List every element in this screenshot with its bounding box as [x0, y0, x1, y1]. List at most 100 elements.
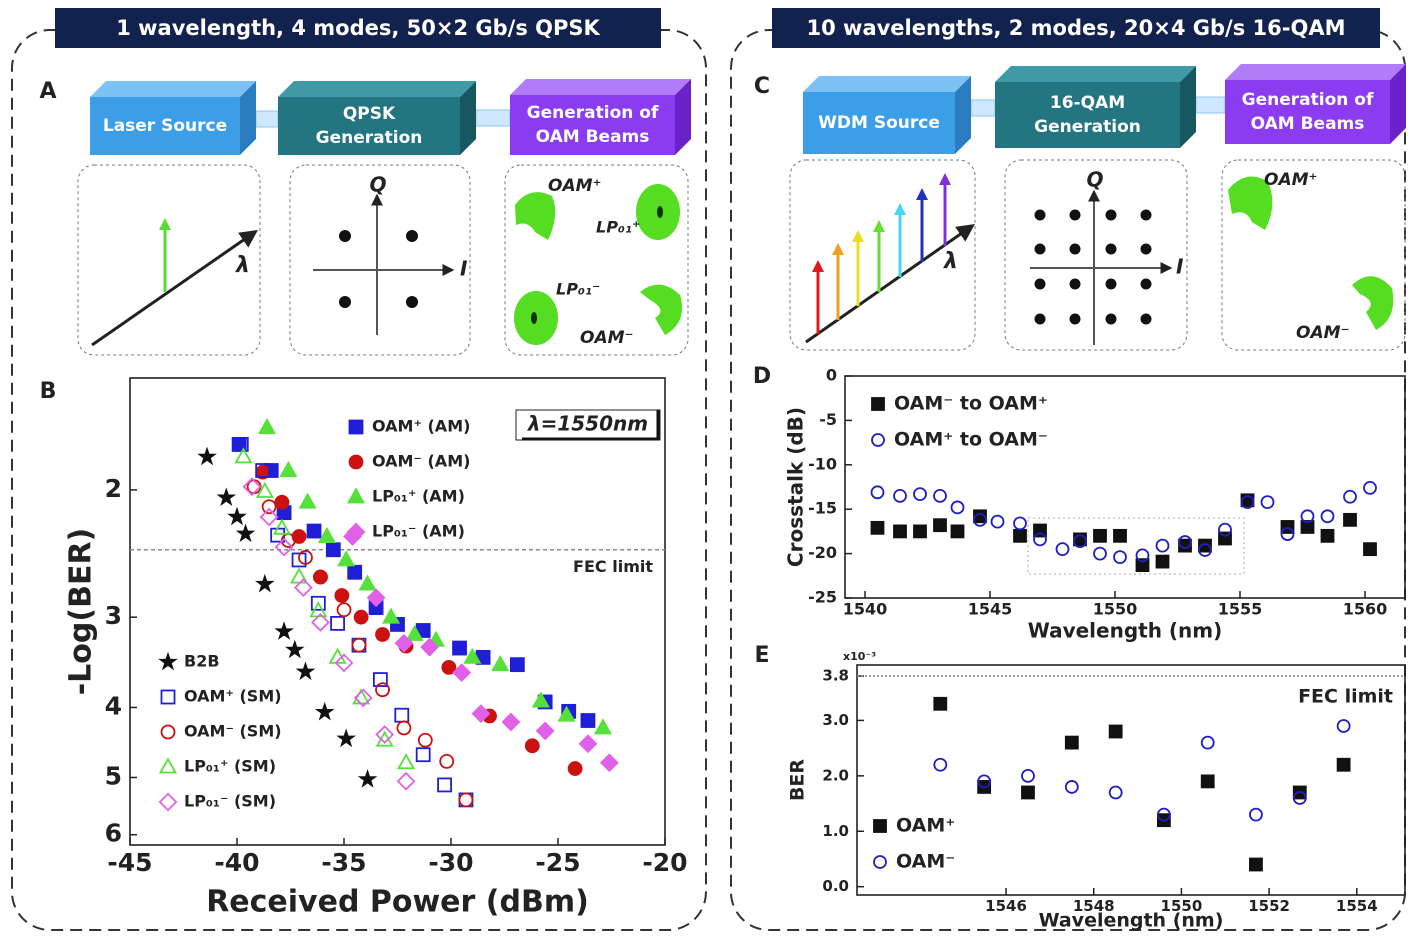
data-point: [1198, 538, 1212, 553]
data-point: [334, 588, 350, 603]
block-front: [1225, 80, 1390, 144]
data-point: [255, 481, 274, 498]
data-point: [1249, 857, 1263, 872]
x-tick-label: 1555: [1218, 600, 1263, 619]
annotation: λ=1550nm: [527, 412, 648, 436]
oam-beam: [515, 192, 556, 240]
legend-marker: [158, 757, 178, 774]
y-tick-label: 3.8: [822, 667, 849, 685]
constellation-point: [1069, 243, 1081, 255]
data-point: [1200, 774, 1215, 789]
data-point: [375, 627, 390, 642]
data-point: [284, 639, 305, 659]
q-label: Q: [369, 173, 386, 197]
x-axis-label: Received Power (dBm): [206, 885, 589, 920]
data-point: [330, 615, 345, 631]
beam-label: LP₀₁⁺: [596, 218, 640, 237]
data-point: [893, 524, 907, 539]
x-tick-label: 1546: [985, 897, 1027, 915]
data-point: [306, 523, 322, 539]
data-point: [578, 734, 598, 754]
constellation-point: [1034, 313, 1046, 325]
data-point: [310, 595, 326, 611]
panel-label: E: [754, 643, 769, 668]
data-point: [1280, 520, 1295, 534]
data-point: [257, 418, 276, 435]
data-point: [599, 753, 619, 773]
y-tick-label: 3.0: [822, 711, 849, 729]
data-point: [1064, 780, 1079, 794]
block-top: [1225, 64, 1406, 80]
beam-label: OAM⁺: [1264, 170, 1318, 190]
data-point: [274, 537, 294, 557]
beam-label: OAM⁻: [580, 328, 634, 348]
data-point: [351, 637, 367, 653]
x-tick-label: -45: [107, 848, 152, 877]
y-tick-label: -25: [808, 588, 837, 607]
data-point: [1093, 546, 1107, 561]
data-point: [1300, 509, 1315, 524]
x-tick-label: 1540: [843, 600, 888, 619]
data-point: [325, 542, 341, 558]
block-front: [278, 97, 460, 155]
data-point: [1336, 719, 1351, 733]
beam-label: OAM⁺: [548, 176, 602, 196]
x-tick-label: -40: [214, 848, 259, 877]
data-point: [1155, 554, 1170, 569]
legend-label: OAM⁺: [896, 815, 955, 837]
data-point: [977, 774, 992, 789]
x-tick-label: -20: [642, 848, 687, 877]
data-point: [870, 520, 885, 535]
block-top: [90, 81, 256, 97]
block-connector: [255, 110, 279, 128]
legend-marker: [871, 397, 885, 411]
legend-label: OAM⁻ to OAM⁺: [894, 393, 1048, 415]
plot-frame: [129, 377, 666, 846]
panel-label: D: [753, 364, 771, 389]
x-tick-label: 1552: [1248, 897, 1290, 915]
inset-frame: [1004, 159, 1188, 351]
highlight-region: [1027, 517, 1245, 575]
data-point: [1292, 791, 1307, 805]
data-point: [1073, 534, 1087, 549]
data-point: [1336, 757, 1351, 772]
y-tick-label: -10: [808, 454, 837, 473]
x-tick-label: -35: [321, 848, 366, 877]
data-point: [415, 747, 431, 763]
data-point: [272, 518, 291, 535]
data-point: [313, 569, 328, 585]
data-point: [382, 607, 401, 624]
data-point: [298, 550, 313, 565]
data-point: [491, 655, 510, 672]
data-point: [1135, 548, 1150, 563]
data-point: [366, 588, 386, 608]
constellation-point: [1034, 278, 1046, 290]
y-tick-label: 4: [105, 691, 122, 720]
y-tick-label: -20: [808, 543, 837, 562]
wdm-arrow: [832, 243, 844, 255]
block-label: Generation of: [527, 103, 659, 123]
data-point: [933, 518, 947, 533]
y-tick-label: -5: [819, 410, 837, 429]
constellation-point: [1069, 209, 1081, 221]
beam-label: LP₀₁⁻: [556, 280, 600, 299]
data-point: [394, 707, 410, 723]
beam-center: [531, 312, 537, 324]
constellation-point: [406, 296, 418, 308]
constellation-point: [1105, 278, 1117, 290]
constellation-point: [1105, 243, 1117, 255]
constellation-point: [339, 230, 351, 242]
data-point: [933, 488, 947, 503]
y-tick-label: 2: [105, 474, 122, 503]
header-box: [772, 8, 1380, 48]
plot-frame: [856, 664, 1406, 896]
constellation-point: [1140, 278, 1152, 290]
oam-beam: [1352, 276, 1394, 330]
wdm-arrow: [852, 230, 864, 242]
oam-beam: [640, 284, 683, 335]
x-tick-label: 1545: [968, 600, 1013, 619]
panel-label: B: [40, 379, 57, 404]
legend-label: OAM⁻ (SM): [184, 722, 282, 741]
legend-label: LP₀₁⁺ (SM): [184, 757, 276, 776]
data-point: [358, 574, 377, 591]
